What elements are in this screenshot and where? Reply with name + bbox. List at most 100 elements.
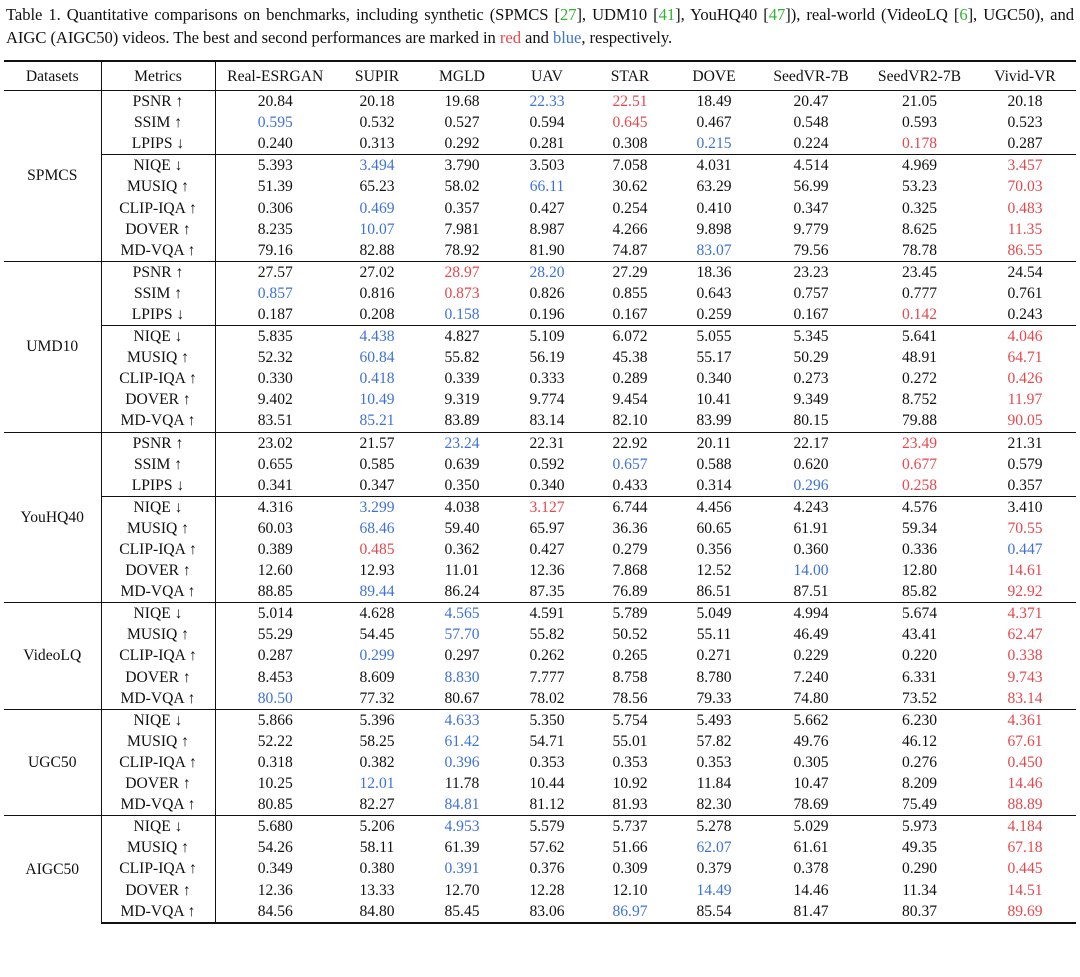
value-cell: 22.51 [589,90,671,113]
metric-name: MUSIQ ↑ [101,730,216,752]
value-cell: 23.23 [757,260,865,283]
value-cell: 4.031 [671,154,757,177]
value-cell: 81.47 [757,900,865,924]
value-cell: 0.167 [612,305,648,323]
value-cell: 12.70 [444,881,480,899]
header-cell: STAR [589,60,671,91]
value-cell: 55.29 [257,626,293,644]
value-cell: 74.80 [793,689,829,707]
dataset-name: YouHQ40 [4,431,102,603]
value-cell: 0.215 [696,135,732,153]
value-cell: 4.576 [865,495,974,518]
value-cell: 0.657 [612,455,648,473]
table-row: SPMCS PSNR ↑ 20.84 20.18 19.68 22.33 22.51 18.4… [4,90,1076,262]
table-row: NIQE ↓ 4.316 3.299 4.038 3.127 6.744 4.456 4.24… [4,495,1076,518]
value-cell: 87.35 [529,583,565,601]
value-cell: 3.127 [505,495,589,518]
value-cell: 61.42 [444,732,480,750]
value-cell: 0.292 [444,135,480,153]
table-row: CLIP-IQA ↑ 0.389 0.485 0.362 0.427 0.279 0.356… [4,538,1076,561]
value-cell: 0.433 [612,476,648,494]
value-cell: 5.579 [505,815,589,838]
value-cell: 0.142 [901,305,938,323]
citation-link[interactable]: 41 [658,5,676,24]
value-cell: 8.625 [901,220,938,238]
value-cell: 4.243 [757,495,865,518]
citation-link[interactable]: 47 [768,5,786,24]
value-cell: 56.99 [793,178,829,196]
value-cell: 5.393 [215,154,335,177]
table-row: SSIM ↑ 0.857 0.816 0.873 0.826 0.855 0.643 0.75… [4,282,1076,304]
table-row: CLIP-IQA ↑ 0.306 0.469 0.357 0.427 0.254 0.410… [4,197,1076,219]
value-cell: 0.341 [257,476,293,494]
value-cell: 57.70 [444,626,480,644]
value-cell: 18.36 [671,260,757,283]
value-cell: 13.33 [359,881,395,899]
table-row: MD-VQA ↑ 79.16 82.88 78.92 81.90 74.87 83.07 79… [4,239,1076,262]
value-cell: 0.873 [444,284,480,302]
value-cell: 80.67 [444,689,480,707]
metric-name: NIQE ↓ [101,602,216,625]
value-cell: 62.07 [696,839,732,857]
header-cell: Vivid-VR [974,60,1076,91]
value-cell: 5.055 [671,325,757,348]
value-cell: 0.527 [444,114,480,132]
value-cell: 61.39 [444,839,480,857]
header-cell: DOVE [671,60,757,91]
value-cell: 6.230 [865,708,974,731]
value-cell: 92.92 [1007,583,1043,601]
metric-name: MD-VQA ↑ [101,239,216,262]
value-cell: 11.97 [1007,391,1043,409]
citation-link[interactable]: 6 [959,5,968,24]
value-cell: 45.38 [612,349,648,367]
value-cell: 14.46 [793,881,829,899]
value-cell: 0.287 [1007,135,1043,153]
value-cell: 0.259 [696,305,732,323]
value-cell: 4.628 [335,602,419,625]
value-cell: 20.18 [335,90,419,113]
value-cell: 5.206 [335,815,419,838]
table-row: MUSIQ ↑ 54.26 58.11 61.39 57.62 51.66 62.07 61.… [4,837,1076,859]
table-row: MD-VQA ↑ 84.56 84.80 85.45 83.06 86.97 85.54 81… [4,900,1076,924]
value-cell: 85.54 [671,900,757,924]
value-cell: 0.548 [793,114,829,132]
value-cell: 3.790 [419,154,505,177]
value-cell: 56.19 [529,349,565,367]
value-cell: 0.340 [696,370,732,388]
table-row: MUSIQ ↑ 51.39 65.23 58.02 66.11 30.62 63.29 56.… [4,176,1076,198]
value-cell: 84.56 [215,900,335,924]
value-cell: 0.224 [793,135,829,153]
value-cell: 4.514 [757,154,865,177]
value-cell: 53.23 [901,178,938,196]
value-cell: 0.483 [1007,199,1043,217]
value-cell: 0.588 [696,455,732,473]
value-cell: 4.316 [215,495,335,518]
value-cell: 20.47 [757,90,865,113]
table-row: DOVER ↑ 12.36 13.33 12.70 12.28 12.10 14.49 14.… [4,879,1076,901]
value-cell: 66.11 [529,178,565,196]
value-cell: 0.485 [359,541,395,559]
value-cell: 0.620 [793,455,829,473]
value-cell: 0.349 [257,860,293,878]
value-cell: 0.592 [529,455,565,473]
citation-link[interactable]: 27 [559,5,577,24]
value-cell: 59.40 [444,519,480,537]
header-row: Datasets Metrics Real-ESRGAN SUPIR MGLD … [4,60,1076,91]
value-cell: 51.39 [257,178,293,196]
metric-name: CLIP-IQA ↑ [101,197,216,219]
value-cell: 9.454 [612,391,648,409]
value-cell: 81.12 [529,796,565,814]
value-cell: 0.450 [1007,753,1043,771]
table-row: NIQE ↓ 5.835 4.438 4.827 5.109 6.072 5.055 5.34… [4,325,1076,348]
value-cell: 50.29 [793,349,829,367]
metric-name: DOVER ↑ [101,879,216,901]
value-cell: 57.62 [529,839,565,857]
value-cell: 5.493 [671,708,757,731]
table-row: UMD10 PSNR ↑ 27.57 27.02 28.97 28.20 27.29 18.3… [4,260,1076,432]
value-cell: 10.49 [359,391,395,409]
value-cell: 8.235 [257,220,293,238]
caption-label: Table 1. [6,5,61,24]
value-cell: 0.297 [444,647,480,665]
value-cell: 5.662 [757,708,865,731]
value-cell: 80.85 [257,796,293,814]
